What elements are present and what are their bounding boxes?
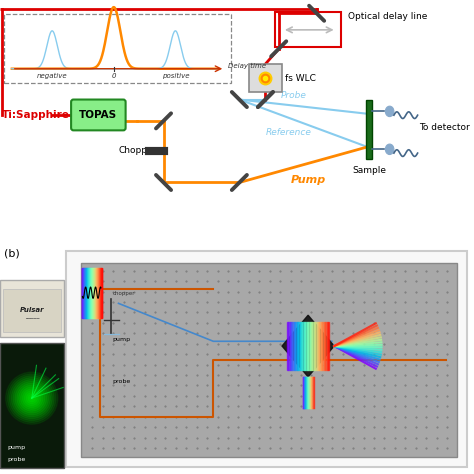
Polygon shape bbox=[328, 322, 329, 370]
Polygon shape bbox=[324, 322, 325, 370]
Polygon shape bbox=[317, 322, 318, 370]
Circle shape bbox=[22, 389, 41, 408]
Polygon shape bbox=[312, 322, 314, 370]
Polygon shape bbox=[319, 322, 321, 370]
Polygon shape bbox=[311, 322, 312, 370]
Polygon shape bbox=[325, 322, 327, 370]
Circle shape bbox=[19, 385, 45, 411]
Text: Optical delay line: Optical delay line bbox=[348, 12, 428, 21]
Polygon shape bbox=[282, 315, 334, 377]
Bar bbox=[0, 280, 64, 337]
Text: ─────: ───── bbox=[25, 315, 39, 320]
Bar bbox=[0, 343, 64, 468]
Circle shape bbox=[26, 392, 37, 404]
Ellipse shape bbox=[385, 106, 394, 117]
Polygon shape bbox=[318, 322, 319, 370]
Polygon shape bbox=[307, 322, 308, 370]
Circle shape bbox=[17, 383, 46, 413]
Polygon shape bbox=[322, 322, 324, 370]
Circle shape bbox=[6, 372, 58, 424]
Text: positive: positive bbox=[162, 73, 189, 79]
Text: To detector: To detector bbox=[419, 124, 470, 132]
Circle shape bbox=[9, 376, 54, 420]
Circle shape bbox=[20, 387, 43, 410]
FancyBboxPatch shape bbox=[71, 100, 126, 130]
Bar bbox=[81, 263, 457, 457]
Polygon shape bbox=[327, 322, 328, 370]
Text: probe: probe bbox=[113, 379, 131, 384]
Text: Pump: Pump bbox=[291, 175, 326, 185]
Text: Ti:Sapphire: Ti:Sapphire bbox=[2, 109, 70, 120]
Text: Pulsar: Pulsar bbox=[19, 308, 44, 313]
Polygon shape bbox=[301, 322, 302, 370]
Bar bbox=[275, 12, 341, 47]
Text: 0: 0 bbox=[111, 73, 116, 79]
Text: Sample: Sample bbox=[352, 166, 386, 175]
Bar bbox=[249, 64, 282, 92]
Text: (b): (b) bbox=[4, 249, 19, 259]
Polygon shape bbox=[297, 322, 298, 370]
Polygon shape bbox=[291, 322, 292, 370]
Polygon shape bbox=[308, 322, 310, 370]
Bar bbox=[66, 251, 467, 467]
Text: chopper: chopper bbox=[113, 291, 135, 296]
Polygon shape bbox=[315, 322, 317, 370]
Polygon shape bbox=[314, 322, 315, 370]
Polygon shape bbox=[292, 322, 294, 370]
Text: negative: negative bbox=[37, 73, 67, 79]
Polygon shape bbox=[304, 322, 305, 370]
Circle shape bbox=[8, 374, 56, 422]
Text: Delay time: Delay time bbox=[228, 63, 266, 69]
Circle shape bbox=[13, 380, 50, 417]
Text: pump: pump bbox=[113, 337, 131, 343]
Circle shape bbox=[30, 396, 34, 400]
Text: TOPAS: TOPAS bbox=[79, 110, 118, 120]
Polygon shape bbox=[302, 322, 304, 370]
Circle shape bbox=[15, 382, 48, 415]
Text: Chopper: Chopper bbox=[118, 146, 157, 155]
Polygon shape bbox=[288, 322, 290, 370]
Circle shape bbox=[24, 391, 39, 406]
Text: probe: probe bbox=[7, 457, 26, 462]
Polygon shape bbox=[290, 322, 291, 370]
Polygon shape bbox=[305, 322, 307, 370]
Circle shape bbox=[28, 394, 36, 402]
Text: pump: pump bbox=[7, 446, 25, 450]
Text: fs WLC: fs WLC bbox=[285, 74, 316, 82]
Ellipse shape bbox=[385, 144, 394, 155]
Polygon shape bbox=[287, 322, 288, 370]
Bar bbox=[366, 100, 372, 159]
Bar bbox=[4, 14, 231, 83]
Text: Reference: Reference bbox=[266, 128, 312, 137]
Polygon shape bbox=[294, 322, 295, 370]
Circle shape bbox=[11, 378, 52, 419]
Polygon shape bbox=[300, 322, 301, 370]
Bar bbox=[3, 289, 61, 332]
Polygon shape bbox=[321, 322, 322, 370]
Polygon shape bbox=[310, 322, 311, 370]
Text: Probe: Probe bbox=[281, 91, 307, 100]
Polygon shape bbox=[298, 322, 300, 370]
Polygon shape bbox=[295, 322, 297, 370]
